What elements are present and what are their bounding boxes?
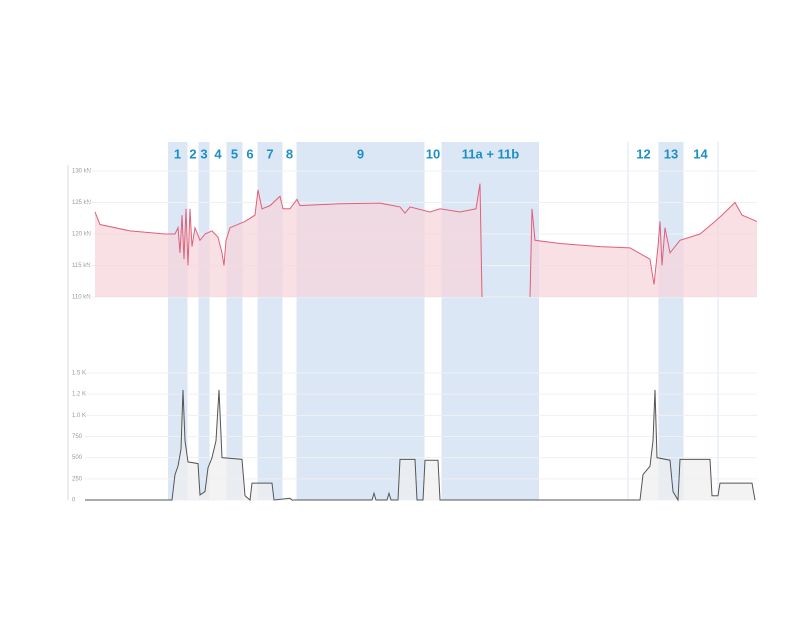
region-label: 3	[200, 146, 207, 161]
y-tick-label: 0	[72, 498, 76, 504]
region-band	[199, 142, 209, 500]
y-tick-label: 130 kN	[72, 169, 91, 175]
region-label: 2	[189, 146, 196, 161]
y-tick-label: 250	[72, 476, 83, 482]
line	[85, 389, 756, 502]
y-tick-label: 1.0 K	[72, 413, 86, 419]
y-tick-label: 750	[72, 434, 83, 440]
region-label: 9	[357, 146, 364, 161]
y-tick-label: 110 kN	[72, 295, 91, 301]
region-label: 8	[286, 146, 293, 161]
region-label: 7	[266, 146, 273, 161]
y-tick-label: 1.2 K	[72, 392, 86, 398]
y-tick-label: 115 kN	[72, 263, 91, 269]
area-fill	[85, 389, 755, 500]
region-band	[227, 142, 242, 500]
region-band	[297, 142, 424, 500]
region-label: 4	[214, 146, 222, 161]
y-tick-label: 125 kN	[72, 200, 91, 206]
region-label: 11a + 11b	[462, 146, 520, 161]
region-label: 6	[246, 146, 253, 161]
area-fill	[530, 202, 757, 297]
line	[94, 183, 483, 298]
region-band	[258, 142, 282, 500]
region-band	[442, 142, 539, 500]
region-label: 10	[426, 146, 440, 161]
y-tick-label: 1.5 K	[72, 371, 86, 377]
region-label: 12	[636, 146, 650, 161]
region-label: 1	[174, 146, 181, 161]
region-band	[659, 142, 683, 500]
area-fill	[95, 183, 482, 297]
region-label: 5	[231, 146, 238, 161]
region-label: 13	[664, 146, 678, 161]
line	[529, 201, 758, 298]
region-label: 14	[693, 146, 708, 161]
y-tick-label: 500	[72, 455, 83, 461]
y-tick-label: 120 kN	[72, 232, 91, 238]
